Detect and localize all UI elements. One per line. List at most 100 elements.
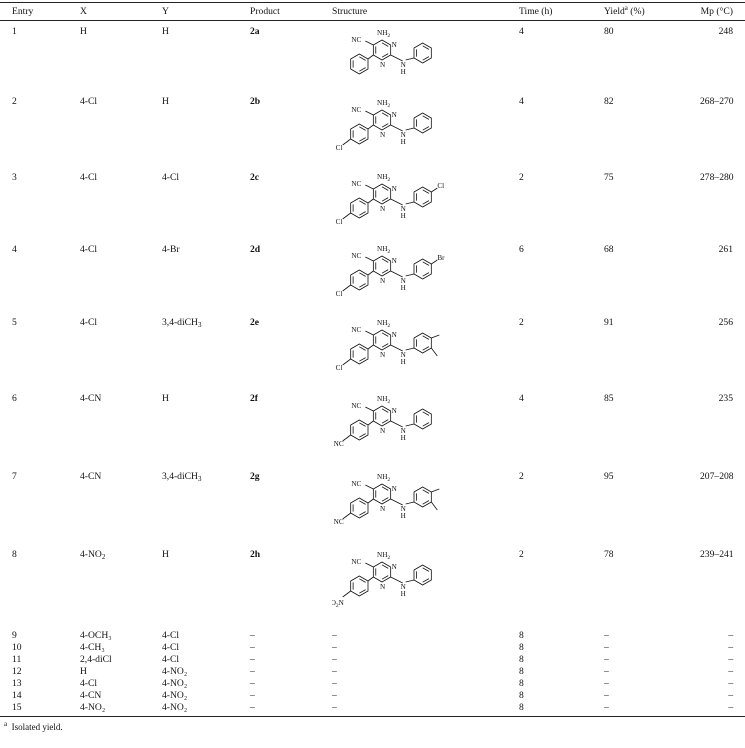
row-7-mp: 207–208 — [700, 471, 734, 482]
aniline-ring-double-bond — [422, 422, 430, 427]
aryl-ring-double-bond — [359, 357, 366, 362]
row-5-yield: 91 — [604, 317, 614, 328]
row-3-entry: 3 — [12, 172, 17, 183]
aryl-bond — [367, 420, 374, 426]
ring-n-label: N — [392, 563, 398, 571]
footnote: a Isolated yield. — [4, 721, 63, 733]
row-13-time: 8 — [519, 678, 524, 689]
aniline-ring — [413, 332, 432, 354]
aryl-ring-double-bond — [359, 272, 366, 277]
row-14-yield: – — [604, 690, 609, 701]
row-5-y-main: 3,4-diCH — [162, 317, 198, 328]
row-11-y: 4-Cl — [162, 654, 180, 665]
pyrimidine-ring — [372, 255, 392, 277]
row-4-product: 2d — [250, 244, 261, 255]
o2n-label: O2N — [332, 599, 345, 609]
nh-h-label: H — [401, 512, 406, 520]
aniline-ring-double-bond — [422, 567, 430, 572]
row-9-time: 8 — [519, 630, 524, 641]
ring-n-label: N — [380, 583, 386, 591]
methyl-bond — [431, 334, 440, 339]
aryl-bond — [405, 423, 415, 427]
bottom-rule — [0, 716, 745, 717]
row-2-entry: 2 — [12, 96, 17, 107]
aryl-ring — [350, 197, 369, 219]
row-4-entry: 4 — [12, 244, 17, 255]
pyrimidine-ring-double-bond — [381, 575, 389, 580]
row-1-product: 2a — [250, 26, 260, 37]
nh-bond — [390, 198, 403, 206]
aryl-bond — [367, 270, 374, 276]
row-4-mp: 261 — [718, 244, 733, 255]
row-6-y: H — [162, 393, 169, 404]
cl-label: Cl — [437, 182, 444, 190]
aniline-ring-double-bond — [422, 500, 430, 505]
row-12-x: H — [80, 666, 87, 677]
cl-label: Cl — [336, 218, 343, 226]
aryl-ring — [350, 123, 369, 145]
nh-n-label: N — [401, 505, 407, 513]
row-10-yield: – — [604, 642, 609, 653]
br-bond — [431, 259, 438, 265]
aryl-ring-double-bond — [359, 578, 366, 583]
nh-h-label: H — [401, 284, 406, 292]
ring-n-label: N — [392, 41, 398, 49]
row-12-yield: – — [604, 666, 609, 677]
row-5-entry: 5 — [12, 317, 17, 328]
pyrimidine-ring-double-bond — [381, 123, 389, 128]
row-9-yield: – — [604, 630, 609, 641]
cl-label: Cl — [336, 290, 343, 298]
row-9-entry: 9 — [12, 630, 17, 641]
nc-bond — [365, 484, 374, 490]
methyl-bond — [431, 501, 438, 511]
row-4-x: 4-Cl — [80, 244, 98, 255]
aniline-ring — [413, 258, 432, 280]
aryl-ring — [350, 497, 369, 519]
row-3-time: 2 — [519, 172, 524, 183]
ring-n-label: N — [380, 351, 386, 359]
row-6-time: 4 — [519, 393, 524, 404]
row-7-yield: 95 — [604, 471, 614, 482]
nh-n-label: N — [401, 351, 407, 359]
nc-label: NC — [351, 326, 361, 334]
nc-label: NC — [351, 402, 361, 410]
row-11-yield: – — [604, 654, 609, 665]
nh-h-label: H — [401, 138, 406, 146]
row-7-entry: 7 — [12, 471, 17, 482]
row-2-product: 2b — [250, 96, 261, 107]
row-15-x: 4-NO₂ — [80, 702, 106, 713]
aniline-ring-double-bond — [422, 346, 430, 351]
aniline-ring-double-bond — [422, 489, 430, 494]
row-13-entry: 13 — [12, 678, 22, 689]
aryl-bond — [367, 54, 374, 60]
aryl-ring-double-bond — [359, 200, 366, 205]
row-14-product: – — [250, 690, 255, 701]
pyrimidine-ring-double-bond — [381, 197, 389, 202]
ring-n-label: N — [380, 427, 386, 435]
row-12-y: 4-NO₂ — [162, 666, 188, 677]
pyrimidine-ring-double-bond — [381, 408, 389, 413]
row-12-mp: – — [728, 666, 733, 677]
br-label: Br — [437, 254, 445, 262]
row-12-time: 8 — [519, 666, 524, 677]
aryl-ring-double-bond — [359, 283, 366, 288]
aryl-ring — [350, 269, 369, 291]
row-1-yield: 80 — [604, 26, 614, 37]
cl-bond — [342, 212, 351, 220]
row-14-mp: – — [728, 690, 733, 701]
cl-bond — [342, 138, 351, 146]
nh-bond — [390, 576, 403, 584]
row-1-x: H — [80, 26, 87, 37]
row-5-x: 4-Cl — [80, 317, 98, 328]
row-7-y-main: 3,4-diCH — [162, 471, 198, 482]
row-6-x: 4-CN — [80, 393, 102, 404]
row-15-y: 4-NO₂ — [162, 702, 188, 713]
row-1-entry: 1 — [12, 26, 17, 37]
row-2-x: 4-Cl — [80, 96, 98, 107]
aniline-ring-double-bond — [422, 200, 430, 205]
nh-n-label: N — [401, 61, 407, 69]
row-14-entry: 14 — [12, 690, 22, 701]
nh-n-label: N — [401, 205, 407, 213]
